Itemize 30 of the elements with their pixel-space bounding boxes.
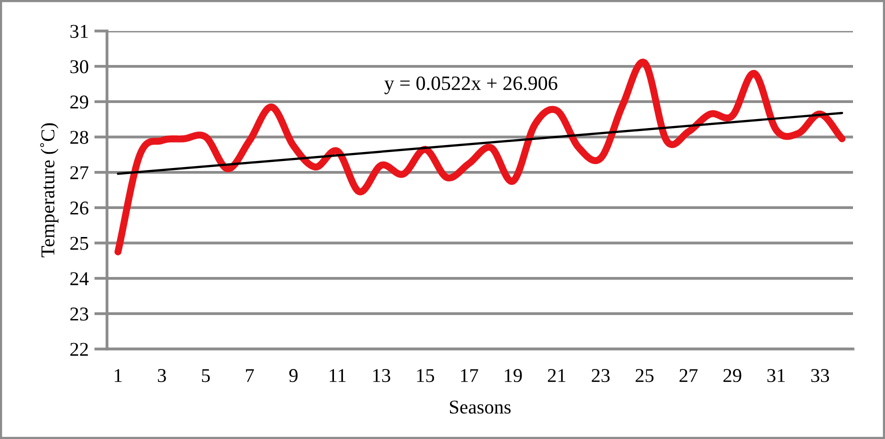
x-tick-label: 29 (723, 369, 742, 382)
x-tick-label: 7 (246, 369, 254, 382)
x-tick-label: 31 (767, 369, 785, 382)
x-tick-label: 3 (158, 369, 166, 382)
x-tick-label: 15 (417, 369, 434, 382)
x-tick-label: 11 (330, 369, 346, 382)
y-tick-label: 22 (70, 342, 88, 356)
annotation: y = 0.0522x + 26.906 (384, 76, 558, 94)
x-tick-label: 13 (373, 369, 390, 382)
y-tick-label: 25 (70, 236, 88, 250)
y-tick-label: 24 (70, 272, 89, 286)
x-tick-label: 17 (461, 369, 478, 382)
y-tick-label: 30 (70, 60, 88, 74)
x-tick-label: 5 (202, 369, 210, 382)
y-tick-label: 23 (70, 308, 88, 321)
x-tick-label: 27 (680, 369, 698, 382)
x-axis-title: Seasons (450, 400, 511, 414)
x-tick-label: 25 (636, 369, 654, 382)
x-tick-label: 9 (289, 369, 298, 382)
x-tick-label: 33 (811, 369, 830, 382)
y-tick-label: 29 (70, 96, 88, 109)
x-tick-label: 19 (504, 369, 522, 382)
y-tick-label: 31 (70, 24, 88, 38)
x-tick-label: 1 (114, 369, 122, 382)
y-tick-label: 27 (70, 166, 88, 180)
x-tick-label: 21 (548, 369, 566, 382)
y-axis-title: Temperature (˚C) (40, 123, 58, 258)
y-tick-label: 26 (70, 202, 88, 215)
y-tick-label: 28 (70, 130, 88, 144)
x-tick-label: 23 (592, 369, 610, 382)
